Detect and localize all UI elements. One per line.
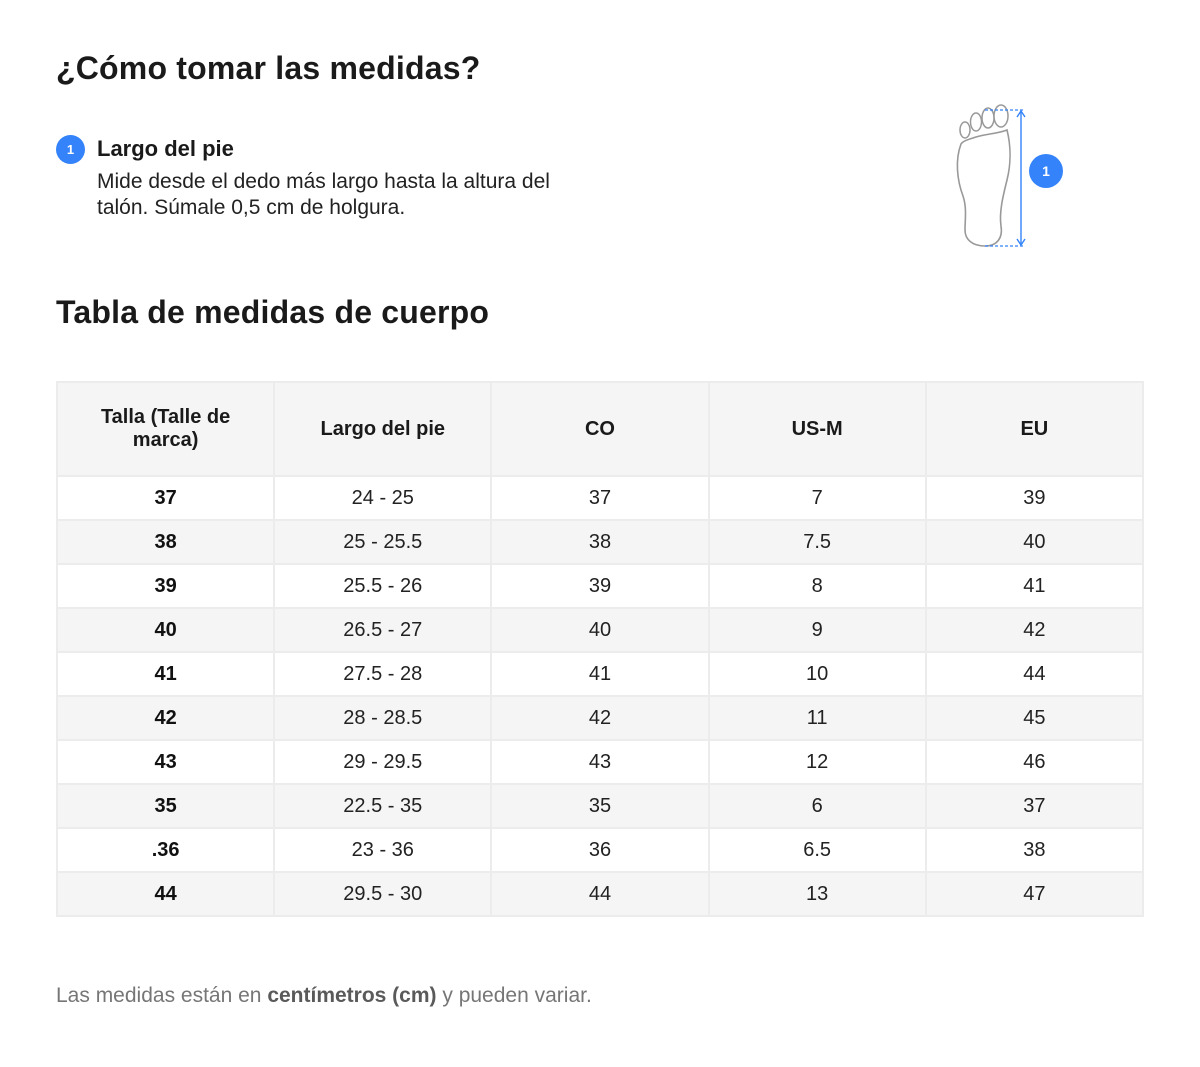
cell-co: 35 bbox=[490, 783, 710, 829]
cell-co: 43 bbox=[490, 739, 710, 785]
table-row: 39 25.5 - 26 39 8 41 bbox=[55, 563, 1145, 609]
cell-size: 43 bbox=[55, 739, 276, 785]
cell-size: 41 bbox=[55, 651, 276, 697]
table-row: 37 24 - 25 37 7 39 bbox=[55, 475, 1145, 521]
table-row: 41 27.5 - 28 41 10 44 bbox=[55, 651, 1145, 697]
cell-foot-length: 25.5 - 26 bbox=[273, 563, 493, 609]
cell-us-m: 6.5 bbox=[707, 827, 927, 873]
cell-co: 39 bbox=[490, 563, 710, 609]
foot-length-illustration: 1 bbox=[945, 100, 1075, 260]
cell-eu: 46 bbox=[924, 739, 1145, 785]
footnote-emphasis: centímetros (cm) bbox=[267, 984, 437, 1007]
cell-us-m: 7.5 bbox=[707, 519, 927, 565]
step-number-badge: 1 bbox=[56, 135, 85, 164]
cell-us-m: 11 bbox=[707, 695, 927, 741]
illustration-marker-badge: 1 bbox=[1029, 154, 1063, 188]
cell-co: 42 bbox=[490, 695, 710, 741]
cell-foot-length: 29.5 - 30 bbox=[273, 871, 493, 917]
size-table-title: Tabla de medidas de cuerpo bbox=[56, 294, 490, 330]
cell-co: 40 bbox=[490, 607, 710, 653]
cell-eu: 38 bbox=[924, 827, 1145, 873]
cell-size: 40 bbox=[55, 607, 276, 653]
cell-foot-length: 25 - 25.5 bbox=[273, 519, 493, 565]
cell-us-m: 10 bbox=[707, 651, 927, 697]
cell-us-m: 9 bbox=[707, 607, 927, 653]
cell-eu: 41 bbox=[924, 563, 1145, 609]
cell-us-m: 8 bbox=[707, 563, 927, 609]
size-table: Talla (Talle de marca) Largo del pie CO … bbox=[55, 381, 1145, 917]
header-eu: EU bbox=[924, 381, 1145, 477]
cell-co: 44 bbox=[490, 871, 710, 917]
cell-eu: 44 bbox=[924, 651, 1145, 697]
table-row: 35 22.5 - 35 35 6 37 bbox=[55, 783, 1145, 829]
step-description: Mide desde el dedo más largo hasta la al… bbox=[97, 170, 550, 219]
units-footnote: Las medidas están en centímetros (cm) y … bbox=[56, 984, 592, 1008]
step-title: Largo del pie bbox=[97, 136, 234, 161]
table-header-row: Talla (Talle de marca) Largo del pie CO … bbox=[55, 381, 1145, 477]
table-row: 40 26.5 - 27 40 9 42 bbox=[55, 607, 1145, 653]
cell-eu: 47 bbox=[924, 871, 1145, 917]
foot-outline-icon bbox=[956, 104, 1026, 247]
cell-foot-length: 23 - 36 bbox=[273, 827, 493, 873]
table-row: 42 28 - 28.5 42 11 45 bbox=[55, 695, 1145, 741]
cell-us-m: 13 bbox=[707, 871, 927, 917]
cell-eu: 45 bbox=[924, 695, 1145, 741]
table-row: 38 25 - 25.5 38 7.5 40 bbox=[55, 519, 1145, 565]
cell-size: 38 bbox=[55, 519, 276, 565]
cell-us-m: 6 bbox=[707, 783, 927, 829]
cell-size: 37 bbox=[55, 475, 276, 521]
cell-eu: 42 bbox=[924, 607, 1145, 653]
cell-eu: 40 bbox=[924, 519, 1145, 565]
table-row: 44 29.5 - 30 44 13 47 bbox=[55, 871, 1145, 917]
cell-foot-length: 26.5 - 27 bbox=[273, 607, 493, 653]
cell-size: 44 bbox=[55, 871, 276, 917]
header-us-m: US-M bbox=[707, 381, 927, 477]
cell-size: 39 bbox=[55, 563, 276, 609]
cell-us-m: 12 bbox=[707, 739, 927, 785]
table-row: .36 23 - 36 36 6.5 38 bbox=[55, 827, 1145, 873]
measure-guide-title: ¿Cómo tomar las medidas? bbox=[56, 50, 481, 86]
cell-foot-length: 29 - 29.5 bbox=[273, 739, 493, 785]
cell-size: .36 bbox=[55, 827, 276, 873]
header-size-brand: Talla (Talle de marca) bbox=[55, 381, 276, 477]
cell-eu: 37 bbox=[924, 783, 1145, 829]
cell-us-m: 7 bbox=[707, 475, 927, 521]
cell-foot-length: 24 - 25 bbox=[273, 475, 493, 521]
cell-size: 35 bbox=[55, 783, 276, 829]
cell-co: 37 bbox=[490, 475, 710, 521]
header-foot-length: Largo del pie bbox=[273, 381, 493, 477]
cell-co: 38 bbox=[490, 519, 710, 565]
table-row: 43 29 - 29.5 43 12 46 bbox=[55, 739, 1145, 785]
cell-size: 42 bbox=[55, 695, 276, 741]
cell-co: 36 bbox=[490, 827, 710, 873]
cell-co: 41 bbox=[490, 651, 710, 697]
footnote-suffix: y pueden variar. bbox=[436, 984, 592, 1007]
cell-foot-length: 27.5 - 28 bbox=[273, 651, 493, 697]
footnote-prefix: Las medidas están en bbox=[56, 984, 268, 1007]
cell-eu: 39 bbox=[924, 475, 1145, 521]
header-co: CO bbox=[490, 381, 710, 477]
cell-foot-length: 28 - 28.5 bbox=[273, 695, 493, 741]
cell-foot-length: 22.5 - 35 bbox=[273, 783, 493, 829]
